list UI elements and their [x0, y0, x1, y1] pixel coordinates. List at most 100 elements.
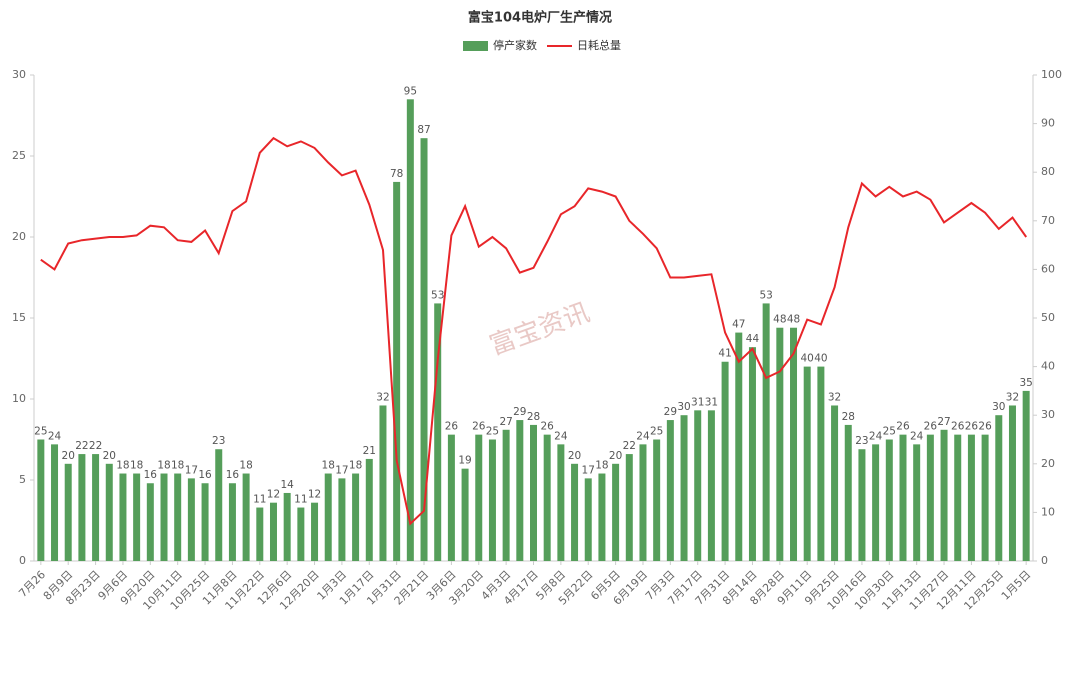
bar	[557, 444, 565, 561]
bar	[1008, 405, 1016, 561]
bar	[393, 181, 401, 562]
value-label: 18	[239, 460, 252, 472]
bar	[612, 463, 620, 561]
bar	[461, 468, 469, 561]
value-label: 17	[335, 464, 348, 476]
bar	[311, 502, 319, 561]
bar	[872, 444, 880, 561]
value-label: 12	[308, 489, 321, 501]
y-tick-label: 30	[12, 68, 26, 81]
value-label: 12	[267, 489, 280, 501]
value-label: 25	[650, 426, 663, 438]
value-label: 11	[294, 494, 307, 506]
bar	[256, 507, 264, 561]
value-label: 19	[458, 455, 471, 467]
bar	[64, 463, 72, 561]
bar	[790, 327, 798, 561]
value-label: 32	[376, 391, 389, 403]
bar	[502, 429, 510, 561]
value-label: 48	[787, 314, 800, 326]
bar	[434, 303, 442, 561]
value-label: 28	[842, 411, 855, 423]
value-label: 21	[363, 445, 376, 457]
value-label: 20	[568, 450, 581, 462]
value-label: 29	[664, 406, 677, 418]
value-label: 78	[390, 168, 403, 180]
bar	[324, 473, 332, 561]
bar	[105, 463, 113, 561]
value-label: 44	[746, 333, 760, 345]
y-tick-label: 25	[12, 149, 26, 162]
bar	[899, 434, 907, 561]
bar	[365, 458, 373, 561]
bar	[488, 439, 496, 561]
bar	[51, 444, 59, 561]
value-label: 28	[527, 411, 540, 423]
value-label: 26	[445, 421, 459, 433]
value-label: 16	[226, 469, 240, 481]
bar	[242, 473, 250, 561]
value-label: 18	[130, 460, 143, 472]
y2-tick-label: 0	[1041, 554, 1048, 567]
value-label: 24	[636, 430, 650, 442]
y-tick-label: 20	[12, 230, 26, 243]
bar	[967, 434, 975, 561]
value-label: 18	[322, 460, 335, 472]
bar	[228, 483, 236, 561]
value-label: 26	[978, 421, 992, 433]
value-label: 20	[103, 450, 116, 462]
y2-tick-label: 90	[1041, 117, 1055, 130]
value-label: 18	[157, 460, 170, 472]
value-label: 26	[951, 421, 965, 433]
bar	[269, 502, 277, 561]
bar	[379, 405, 387, 561]
bar	[37, 439, 45, 561]
bar	[215, 449, 223, 561]
y2-tick-label: 100	[1041, 68, 1062, 81]
y2-tick-label: 80	[1041, 165, 1055, 178]
value-label: 16	[198, 469, 212, 481]
value-label: 27	[499, 416, 512, 428]
bar	[92, 454, 100, 561]
y2-tick-label: 30	[1041, 408, 1055, 421]
bar	[119, 473, 127, 561]
bar	[571, 463, 579, 561]
value-label: 87	[417, 124, 430, 136]
value-label: 11	[253, 494, 266, 506]
legend-label: 日耗总量	[577, 38, 621, 52]
bar	[338, 478, 346, 561]
value-label: 35	[1019, 377, 1032, 389]
value-label: 48	[773, 314, 786, 326]
bar	[707, 410, 715, 561]
bar	[735, 332, 743, 561]
y2-tick-label: 60	[1041, 262, 1055, 275]
bar	[543, 434, 551, 561]
value-label: 22	[75, 440, 88, 452]
bar	[653, 439, 661, 561]
value-label: 18	[171, 460, 184, 472]
bar	[844, 424, 852, 561]
value-label: 30	[992, 401, 1005, 413]
bar	[913, 444, 921, 561]
value-label: 47	[732, 319, 745, 331]
bar	[475, 434, 483, 561]
bar	[297, 507, 305, 561]
bar	[748, 347, 756, 561]
bar	[954, 434, 962, 561]
value-label: 17	[185, 464, 198, 476]
value-label: 24	[554, 430, 568, 442]
bar	[584, 478, 592, 561]
bar	[885, 439, 893, 561]
legend-label: 停产家数	[493, 38, 537, 52]
value-label: 18	[595, 460, 608, 472]
value-label: 20	[62, 450, 75, 462]
value-label: 32	[1006, 391, 1019, 403]
value-label: 30	[677, 401, 690, 413]
value-label: 23	[855, 435, 868, 447]
value-label: 18	[116, 460, 129, 472]
bar	[160, 473, 168, 561]
bar	[201, 483, 209, 561]
bar	[352, 473, 360, 561]
bar	[776, 327, 784, 561]
y-tick-label: 5	[19, 473, 26, 486]
